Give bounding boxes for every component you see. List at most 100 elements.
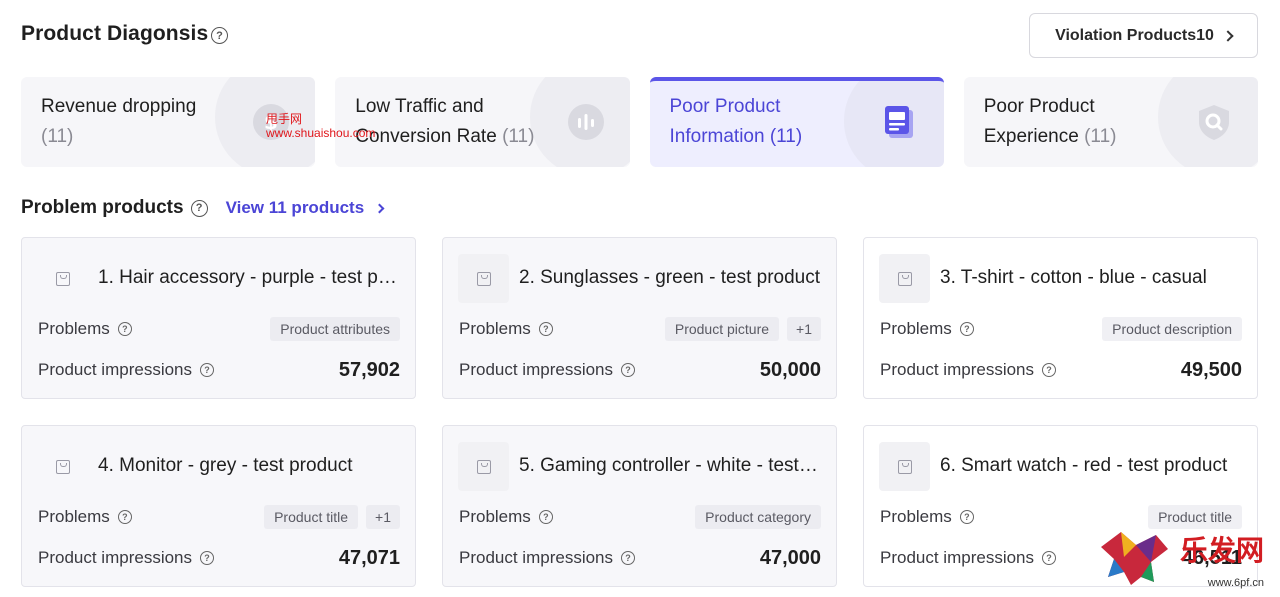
help-icon[interactable]: ? <box>211 27 228 44</box>
product-thumbnail <box>879 254 930 303</box>
product-title: 4. Monitor - grey - test product <box>98 455 353 476</box>
product-grid: 1. Hair accessory - purple - test produc… <box>21 237 1258 587</box>
help-icon[interactable]: ? <box>117 510 132 524</box>
problems-label: Problems? <box>880 507 974 527</box>
problems-row: Problems? Product title <box>880 503 1242 531</box>
impressions-row: Product impressions? 57,902 <box>38 356 400 384</box>
problem-tag: Product category <box>695 505 821 529</box>
product-title: 6. Smart watch - red - test product <box>940 455 1228 476</box>
tab-label: Revenue dropping (11) <box>41 96 197 147</box>
impressions-label: Product impressions? <box>459 360 636 380</box>
problems-label: Problems? <box>459 507 553 527</box>
impressions-label: Product impressions? <box>38 548 215 568</box>
problem-products-header: Problem products ? View 11 products <box>21 195 385 221</box>
impressions-label: Product impressions? <box>459 548 636 568</box>
problem-tag: Product picture <box>664 317 780 341</box>
problem-tags: Product category <box>695 505 821 529</box>
product-card[interactable]: 2. Sunglasses - green - test product Pro… <box>442 237 837 399</box>
chevron-right-icon <box>374 203 385 213</box>
problem-tag: Product description <box>1102 317 1242 341</box>
impressions-row: Product impressions? 49,500 <box>880 356 1242 384</box>
problem-tags: Product description <box>1102 317 1242 341</box>
impressions-row: Product impressions? 47,071 <box>38 544 400 572</box>
product-card[interactable]: 5. Gaming controller - white - test prod… <box>442 425 837 587</box>
product-title: 1. Hair accessory - purple - test produc… <box>98 267 401 288</box>
impressions-value: 47,071 <box>338 546 400 569</box>
impressions-row: Product impressions? 46,511 <box>880 544 1242 572</box>
product-card[interactable]: 4. Monitor - grey - test product Problem… <box>21 425 416 587</box>
tab-label: Low Traffic and Conversion Rate (11) <box>355 96 535 147</box>
svg-text:$: $ <box>264 110 278 134</box>
problems-row: Problems? Product picture +1 <box>459 315 821 343</box>
tab-label: Poor Product Experience (11) <box>983 96 1117 147</box>
product-thumbnail <box>37 442 88 491</box>
problem-tag: Product attributes <box>270 317 400 341</box>
impressions-row: Product impressions? 47,000 <box>459 544 821 572</box>
tab-revenue-dropping[interactable]: Revenue dropping (11) $ <box>21 77 316 167</box>
more-tags-badge[interactable]: +1 <box>787 317 821 341</box>
impressions-value: 50,000 <box>759 358 821 381</box>
shopping-bag-icon <box>897 459 912 474</box>
help-icon[interactable]: ? <box>117 322 132 336</box>
help-icon[interactable]: ? <box>1042 551 1057 565</box>
help-icon[interactable]: ? <box>200 551 215 565</box>
product-card[interactable]: 1. Hair accessory - purple - test produc… <box>21 237 416 399</box>
shopping-bag-icon <box>55 271 70 286</box>
product-thumbnail <box>458 442 509 491</box>
tab-label: Poor Product Information (11) <box>669 96 803 147</box>
shopping-bag-icon <box>476 271 491 286</box>
problem-tags: Product title <box>1148 505 1242 529</box>
chevron-right-icon <box>1222 29 1234 42</box>
help-icon[interactable]: ? <box>1042 363 1057 377</box>
shopping-bag-icon <box>897 271 912 286</box>
problems-label: Problems? <box>38 319 132 339</box>
view-products-link[interactable]: View 11 products <box>225 198 385 218</box>
problems-label: Problems? <box>880 319 974 339</box>
impressions-value: 49,500 <box>1180 358 1242 381</box>
help-icon[interactable]: ? <box>538 322 553 336</box>
product-card[interactable]: 3. T-shirt - cotton - blue - casual Prob… <box>863 237 1258 399</box>
tab-poor-product-experience[interactable]: Poor Product Experience (11) <box>963 77 1258 167</box>
problem-tag: Product title <box>264 505 359 529</box>
impressions-label: Product impressions? <box>880 360 1057 380</box>
problems-row: Problems? Product category <box>459 503 821 531</box>
help-icon[interactable]: ? <box>621 551 636 565</box>
impressions-value: 47,000 <box>759 546 821 569</box>
help-icon[interactable]: ? <box>190 199 208 217</box>
problem-tags: Product attributes <box>270 317 400 341</box>
problem-tags: Product picture +1 <box>664 317 821 341</box>
shopping-bag-icon <box>476 459 491 474</box>
chart-bars-icon <box>567 104 604 140</box>
problems-label: Problems? <box>38 507 132 527</box>
diagnosis-tabs: Revenue dropping (11) $ Low Traffic and … <box>21 77 1258 167</box>
product-title: 5. Gaming controller - white - test prod… <box>519 455 822 476</box>
page-header: Product Diagonsis ? Violation Products10 <box>21 13 1258 58</box>
problems-row: Problems? Product attributes <box>38 315 400 343</box>
help-icon[interactable]: ? <box>621 363 636 377</box>
violation-products-button[interactable]: Violation Products10 <box>1029 13 1258 58</box>
impressions-value: 46,511 <box>1181 546 1242 569</box>
product-thumbnail <box>879 442 930 491</box>
view-products-label: View 11 products <box>225 198 365 217</box>
problem-tags: Product title +1 <box>264 505 400 529</box>
shopping-bag-icon <box>55 459 70 474</box>
product-title: 3. T-shirt - cotton - blue - casual <box>940 267 1207 288</box>
help-icon[interactable]: ? <box>959 322 974 336</box>
section-title: Problem products <box>21 197 184 218</box>
tab-low-traffic[interactable]: Low Traffic and Conversion Rate (11) <box>335 77 630 167</box>
revenue-icon: $ <box>253 104 290 140</box>
violation-products-label: Violation Products10 <box>1055 26 1214 44</box>
impressions-value: 57,902 <box>338 358 400 381</box>
product-card[interactable]: 6. Smart watch - red - test product Prob… <box>863 425 1258 587</box>
problem-tag: Product title <box>1148 505 1242 529</box>
page-title: Product Diagonsis <box>21 22 209 45</box>
help-icon[interactable]: ? <box>200 363 215 377</box>
more-tags-badge[interactable]: +1 <box>366 505 400 529</box>
help-icon[interactable]: ? <box>959 510 974 524</box>
product-thumbnail <box>37 254 88 303</box>
problems-row: Problems? Product description <box>880 315 1242 343</box>
impressions-row: Product impressions? 50,000 <box>459 356 821 384</box>
help-icon[interactable]: ? <box>538 510 553 524</box>
tab-poor-product-information[interactable]: Poor Product Information (11) <box>649 77 944 167</box>
impressions-label: Product impressions? <box>880 548 1057 568</box>
